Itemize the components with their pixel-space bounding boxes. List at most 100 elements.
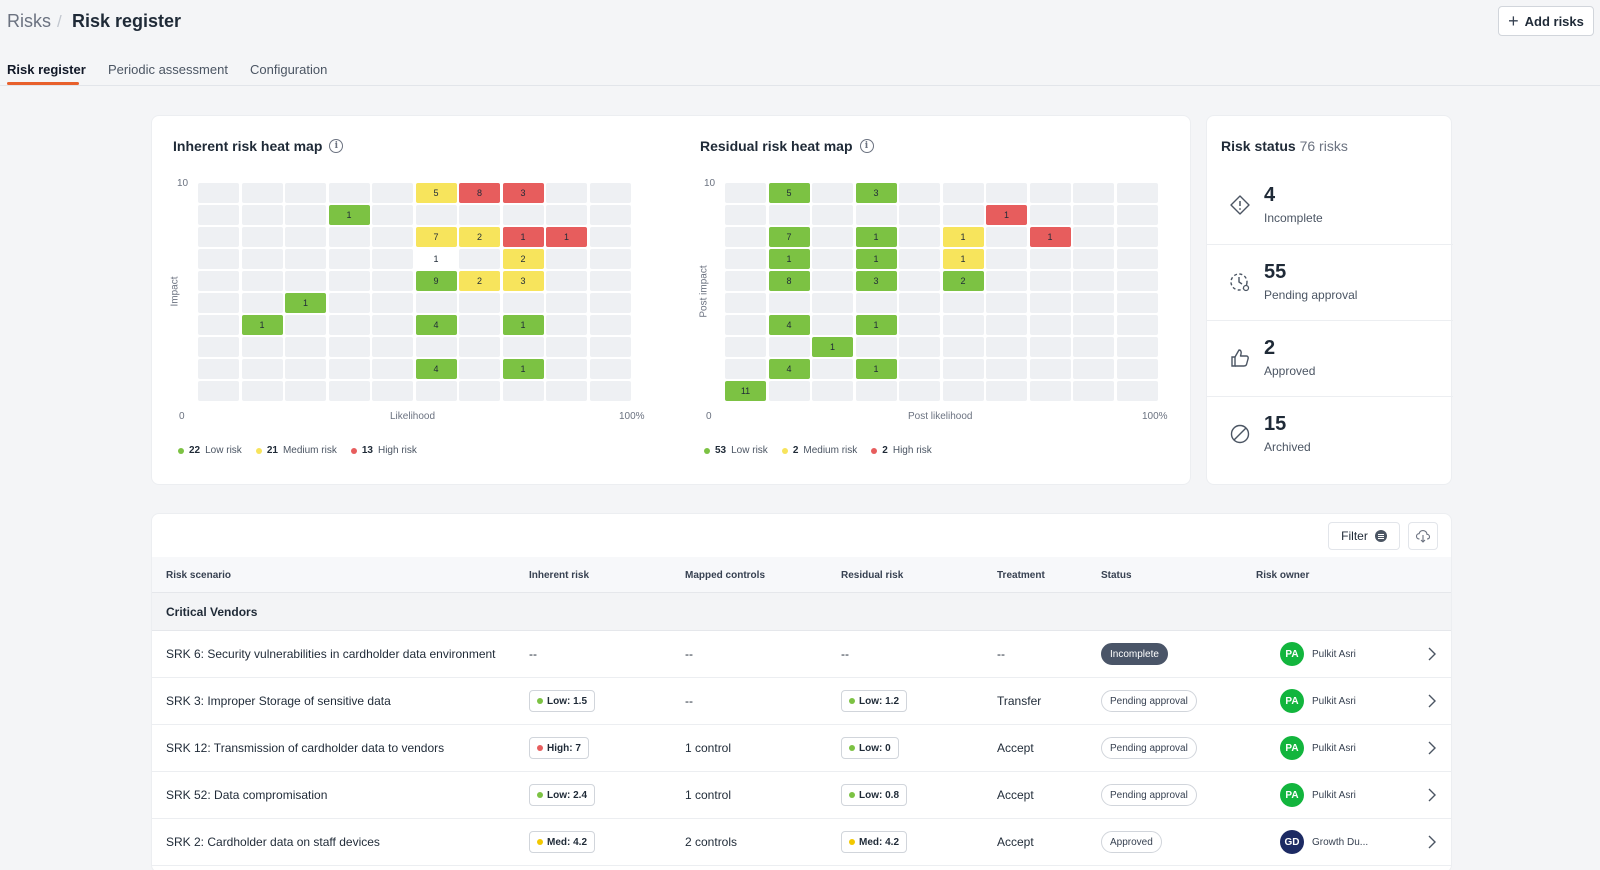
- risk-owner[interactable]: GD Growth Du...: [1280, 830, 1368, 854]
- chevron-right-icon[interactable]: [1424, 693, 1440, 709]
- heatmap-cell: [241, 183, 283, 203]
- heatmap-cell-value[interactable]: 7: [768, 227, 810, 247]
- risk-scenario-cell[interactable]: SRK 12: Transmission of cardholder data …: [166, 741, 445, 755]
- heatmap-cell-value[interactable]: 1: [855, 359, 897, 379]
- heatmap-cell-value[interactable]: 11: [725, 381, 766, 401]
- heatmap-cell-value[interactable]: 1: [502, 359, 544, 379]
- heatmap-cell-value[interactable]: 2: [942, 271, 984, 291]
- heatmap-cell: [546, 359, 587, 379]
- heatmap-cell: [546, 249, 587, 269]
- heatmap-cell-value[interactable]: 1: [855, 227, 897, 247]
- chevron-right-icon[interactable]: [1424, 646, 1440, 662]
- status-approved[interactable]: 2 Approved: [1207, 320, 1453, 396]
- heatmap-cell-value[interactable]: 1: [855, 315, 897, 335]
- risk-scenario-cell[interactable]: SRK 3: Improper Storage of sensitive dat…: [166, 694, 391, 708]
- status-count: 4: [1264, 184, 1276, 206]
- info-icon[interactable]: i: [859, 139, 874, 153]
- heatmap-cell-value[interactable]: 8: [768, 271, 810, 291]
- filter-button[interactable]: Filter: [1328, 522, 1400, 550]
- status-count: 15: [1264, 413, 1287, 435]
- heatmap-cell-value[interactable]: 3: [502, 271, 544, 291]
- heatmap-cell-value[interactable]: 1: [942, 227, 984, 247]
- heatmap-cell-value[interactable]: 5: [768, 183, 810, 203]
- heatmap-cell-value[interactable]: 7: [415, 227, 457, 247]
- risk-owner[interactable]: PA Pulkit Asri: [1280, 689, 1356, 713]
- tab-risk-register[interactable]: Risk register: [7, 62, 86, 77]
- table-row[interactable]: SRK 2: Cardholder data on staff devices M…: [152, 819, 1451, 866]
- heatmap-cell-value[interactable]: 1: [768, 249, 810, 269]
- heatmap-cell-value[interactable]: 1: [285, 293, 326, 313]
- heatmap-cell-value[interactable]: 3: [502, 183, 544, 203]
- risk-scenario-cell[interactable]: SRK 52: Data compromisation: [166, 788, 328, 802]
- heatmap-cell: [768, 293, 810, 313]
- heatmap-cell: [812, 205, 853, 225]
- chevron-right-icon[interactable]: [1424, 787, 1440, 803]
- heatmap-cell-value[interactable]: 4: [415, 315, 457, 335]
- heatmap-cell-value[interactable]: 1: [241, 315, 283, 335]
- status-incomplete[interactable]: 4 Incomplete: [1207, 168, 1453, 244]
- heatmap-cell: [328, 315, 370, 335]
- col-status[interactable]: Status: [1101, 570, 1132, 581]
- heatmap-cell: [502, 293, 544, 313]
- heatmap-cell-value[interactable]: 1: [328, 205, 370, 225]
- status-badge: Approved: [1101, 831, 1162, 853]
- heatmap-cell-value[interactable]: 1: [1029, 227, 1071, 247]
- col-risk-scenario[interactable]: Risk scenario: [166, 570, 232, 581]
- col-inherent-risk[interactable]: Inherent risk: [529, 570, 590, 581]
- heatmap-cell-value[interactable]: 2: [459, 271, 500, 291]
- filter-icon: [1374, 530, 1387, 542]
- add-risks-button[interactable]: + Add risks: [1498, 6, 1594, 36]
- risk-owner[interactable]: PA Pulkit Asri: [1280, 783, 1356, 807]
- risk-owner[interactable]: PA Pulkit Asri: [1280, 642, 1356, 666]
- heatmap-cell: [241, 205, 283, 225]
- tab-periodic-assessment[interactable]: Periodic assessment: [108, 62, 228, 77]
- risk-scenario-cell[interactable]: SRK 6: Security vulnerabilities in cardh…: [166, 647, 496, 661]
- download-button[interactable]: [1408, 522, 1438, 550]
- heatmap-cell-value[interactable]: 1: [812, 337, 853, 357]
- heatmap-cell-value[interactable]: 2: [502, 249, 544, 269]
- table-row[interactable]: SRK 12: Transmission of cardholder data …: [152, 725, 1451, 772]
- heatmap-cell-value[interactable]: 1: [415, 249, 457, 269]
- col-mapped-controls[interactable]: Mapped controls: [685, 570, 766, 581]
- heatmap-cell: [725, 227, 766, 247]
- heatmap-cell-value[interactable]: 4: [768, 359, 810, 379]
- heatmap-cell-value[interactable]: 2: [459, 227, 500, 247]
- col-residual-risk[interactable]: Residual risk: [841, 570, 904, 581]
- heatmap-cell-value[interactable]: 1: [502, 315, 544, 335]
- heatmap-cell-value[interactable]: 8: [459, 183, 500, 203]
- breadcrumb-risks[interactable]: Risks: [7, 11, 51, 31]
- heatmap-cell-value[interactable]: 1: [942, 249, 984, 269]
- breadcrumb-separator: /: [57, 12, 62, 31]
- info-icon[interactable]: i: [329, 139, 344, 153]
- tab-configuration[interactable]: Configuration: [250, 62, 328, 77]
- chevron-right-icon[interactable]: [1424, 834, 1440, 850]
- heatmap-cell: [1029, 337, 1071, 357]
- heatmap-cell-value[interactable]: 5: [415, 183, 457, 203]
- risk-owner[interactable]: PA Pulkit Asri: [1280, 736, 1356, 760]
- heatmap-cell-value[interactable]: 1: [546, 227, 587, 247]
- heatmap-cell-value[interactable]: 3: [855, 183, 897, 203]
- risk-scenario-cell[interactable]: SRK 2: Cardholder data on staff devices: [166, 835, 380, 849]
- heatmap-cell-value[interactable]: 1: [855, 249, 897, 269]
- group-title: Critical Vendors: [166, 605, 258, 619]
- risk-level-dot: [537, 792, 543, 798]
- heatmap-cell-value[interactable]: 1: [502, 227, 544, 247]
- status-archived[interactable]: 15 Archived: [1207, 396, 1453, 472]
- col-treatment[interactable]: Treatment: [997, 570, 1045, 581]
- heatmap-cell: [372, 183, 413, 203]
- heatmap-cell-value[interactable]: 9: [415, 271, 457, 291]
- col-risk-owner[interactable]: Risk owner: [1256, 570, 1310, 581]
- heatmap-cell-value[interactable]: 4: [768, 315, 810, 335]
- heatmap-cell-value[interactable]: 1: [986, 205, 1027, 225]
- heatmap-cell: [241, 271, 283, 291]
- heatmap-cell: [459, 315, 500, 335]
- risk-status-title: Risk status 76 risks: [1221, 138, 1348, 154]
- table-row[interactable]: SRK 3: Improper Storage of sensitive dat…: [152, 678, 1451, 725]
- inherent-y-label: Impact: [169, 276, 181, 307]
- table-row[interactable]: SRK 52: Data compromisation Low: 2.4 1 con…: [152, 772, 1451, 819]
- table-row[interactable]: SRK 6: Security vulnerabilities in cardh…: [152, 631, 1451, 678]
- heatmap-cell-value[interactable]: 4: [415, 359, 457, 379]
- heatmap-cell-value[interactable]: 3: [855, 271, 897, 291]
- status-pending-approval[interactable]: 55 Pending approval: [1207, 244, 1453, 320]
- chevron-right-icon[interactable]: [1424, 740, 1440, 756]
